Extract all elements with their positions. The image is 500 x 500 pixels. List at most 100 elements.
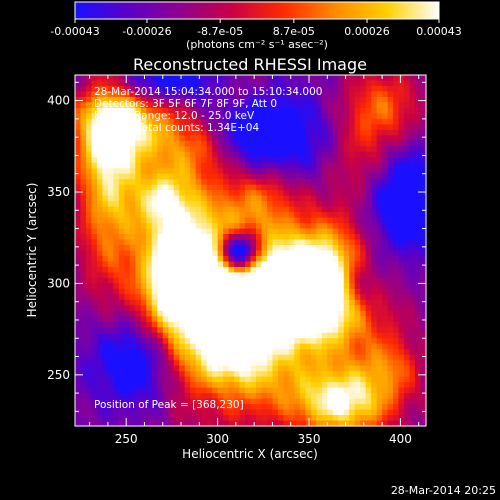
heatmap-cell bbox=[190, 393, 197, 400]
heatmap-cell bbox=[343, 299, 350, 306]
heatmap-cell bbox=[294, 316, 301, 323]
heatmap-cell bbox=[321, 398, 328, 405]
heatmap-cell bbox=[140, 201, 147, 208]
heatmap-cell bbox=[338, 80, 345, 87]
heatmap-cell bbox=[206, 409, 213, 416]
heatmap-cell bbox=[179, 239, 186, 246]
heatmap-cell bbox=[173, 360, 180, 367]
heatmap-cell bbox=[398, 338, 405, 345]
heatmap-cell bbox=[124, 349, 131, 356]
heatmap-cell bbox=[321, 118, 328, 125]
heatmap-cell bbox=[250, 387, 257, 394]
heatmap-cell bbox=[277, 354, 284, 361]
heatmap-cell bbox=[118, 255, 125, 263]
heatmap-cell bbox=[151, 365, 158, 372]
heatmap-cell bbox=[228, 393, 235, 400]
heatmap-cell bbox=[327, 179, 334, 186]
heatmap-cell bbox=[299, 157, 306, 164]
heatmap-cell bbox=[113, 382, 120, 389]
heatmap-cell bbox=[80, 223, 87, 230]
heatmap-cell bbox=[338, 332, 345, 339]
heatmap-cell bbox=[96, 173, 104, 180]
heatmap-cell bbox=[113, 151, 120, 158]
heatmap-cell bbox=[129, 75, 136, 82]
heatmap-cell bbox=[91, 124, 98, 131]
heatmap-cell bbox=[415, 146, 422, 153]
heatmap-cell bbox=[266, 184, 274, 191]
heatmap-cell bbox=[371, 102, 378, 109]
heatmap-cell bbox=[118, 327, 125, 334]
heatmap-cell bbox=[179, 321, 186, 328]
heatmap-cell bbox=[316, 124, 323, 131]
heatmap-cell bbox=[113, 239, 120, 246]
heatmap-cell bbox=[173, 398, 180, 405]
heatmap-cell bbox=[354, 371, 361, 378]
heatmap-cell bbox=[206, 85, 213, 93]
heatmap-cell bbox=[420, 129, 427, 136]
heatmap-cell bbox=[135, 157, 142, 164]
heatmap-cell bbox=[371, 234, 378, 241]
heatmap-cell bbox=[217, 124, 224, 131]
heatmap-cell bbox=[168, 338, 175, 345]
heatmap-cell bbox=[124, 157, 131, 164]
heatmap-cell bbox=[316, 129, 323, 136]
heatmap-cell bbox=[294, 173, 301, 180]
heatmap-cell bbox=[382, 206, 389, 213]
heatmap-cell bbox=[124, 371, 131, 378]
heatmap-cell bbox=[409, 223, 416, 230]
heatmap-cell bbox=[250, 195, 257, 202]
heatmap-cell bbox=[349, 118, 356, 125]
heatmap-cell bbox=[398, 91, 405, 98]
heatmap-cell bbox=[266, 354, 274, 361]
heatmap-cell bbox=[261, 299, 268, 306]
heatmap-cell bbox=[409, 288, 416, 295]
heatmap-cell bbox=[371, 168, 378, 175]
heatmap-cell bbox=[250, 288, 257, 295]
heatmap-cell bbox=[387, 113, 394, 120]
heatmap-cell bbox=[146, 85, 153, 93]
heatmap-cell bbox=[80, 184, 87, 191]
heatmap-cell bbox=[305, 91, 312, 98]
heatmap-cell bbox=[338, 387, 345, 394]
heatmap-cell bbox=[124, 85, 131, 93]
heatmap-cell bbox=[151, 272, 158, 279]
heatmap-cell bbox=[398, 184, 405, 191]
heatmap-cell bbox=[365, 107, 372, 114]
heatmap-cell bbox=[420, 173, 427, 180]
heatmap-cell bbox=[415, 354, 422, 361]
heatmap-cell bbox=[354, 272, 361, 279]
heatmap-cell bbox=[349, 250, 356, 257]
heatmap-cell bbox=[80, 354, 87, 361]
heatmap-cell bbox=[387, 277, 394, 284]
heatmap-cell bbox=[234, 135, 241, 142]
heatmap-cell bbox=[179, 129, 186, 136]
heatmap-cell bbox=[107, 310, 114, 317]
heatmap-cell bbox=[294, 228, 301, 235]
heatmap-cell bbox=[118, 382, 125, 389]
heatmap-cell bbox=[151, 266, 158, 274]
heatmap-cell bbox=[250, 113, 257, 120]
heatmap-cell bbox=[327, 343, 334, 350]
heatmap-cell bbox=[228, 310, 235, 317]
heatmap-cell bbox=[365, 113, 372, 120]
heatmap-cell bbox=[310, 360, 317, 367]
heatmap-cell bbox=[96, 168, 104, 175]
heatmap-cell bbox=[179, 404, 186, 411]
heatmap-cell bbox=[85, 206, 93, 213]
heatmap-cell bbox=[299, 327, 306, 334]
heatmap-cell bbox=[316, 299, 323, 306]
heatmap-cell bbox=[393, 283, 400, 290]
heatmap-cell bbox=[173, 157, 180, 164]
heatmap-cell bbox=[118, 217, 125, 224]
heatmap-cell bbox=[91, 387, 98, 394]
heatmap-cell bbox=[157, 420, 164, 427]
heatmap-cell bbox=[129, 151, 136, 158]
heatmap-cell bbox=[173, 255, 180, 263]
heatmap-cell bbox=[255, 272, 263, 279]
heatmap-cell bbox=[376, 277, 383, 284]
heatmap-cell bbox=[223, 321, 230, 328]
heatmap-cell bbox=[354, 195, 361, 202]
heatmap-cell bbox=[135, 288, 142, 295]
heatmap-cell bbox=[420, 124, 427, 131]
heatmap-cell bbox=[201, 113, 208, 120]
